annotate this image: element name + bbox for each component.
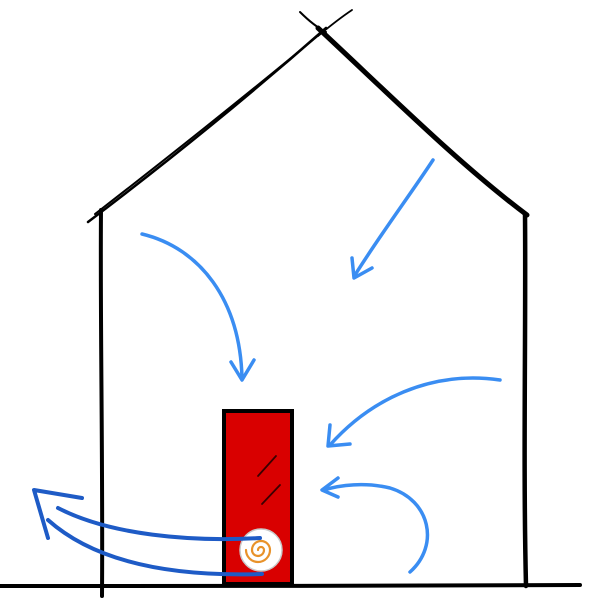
unit-glint [261, 484, 281, 505]
arrowhead-icon [320, 476, 340, 499]
arrowhead-icon [326, 423, 352, 448]
roof-right-slope [315, 25, 530, 218]
roof-apex-stroke [317, 9, 353, 37]
roof-left-slope-stroke [94, 33, 321, 215]
unit-glint [257, 455, 277, 477]
extraction-unit [222, 409, 294, 586]
arrowhead-icon [229, 358, 256, 382]
airflow-arrow-upper-right [353, 158, 435, 277]
right-wall [522, 211, 529, 589]
airflow-arrow-upper-left [140, 232, 244, 380]
fan-icon [239, 528, 283, 572]
left-wall [98, 208, 105, 598]
roof-apex-stroke [299, 11, 327, 33]
inflow-arrows [140, 158, 502, 574]
airflow-arrow-outflow-lower [46, 518, 264, 577]
outflow-arrow [32, 488, 264, 577]
airflow-arrow-outflow-upper [56, 506, 262, 542]
airflow-arrow-right-middle [328, 376, 502, 447]
airflow-arrow-lower-right [322, 482, 430, 574]
arrowhead-icon [350, 256, 374, 280]
arrowhead-icon [32, 488, 84, 540]
